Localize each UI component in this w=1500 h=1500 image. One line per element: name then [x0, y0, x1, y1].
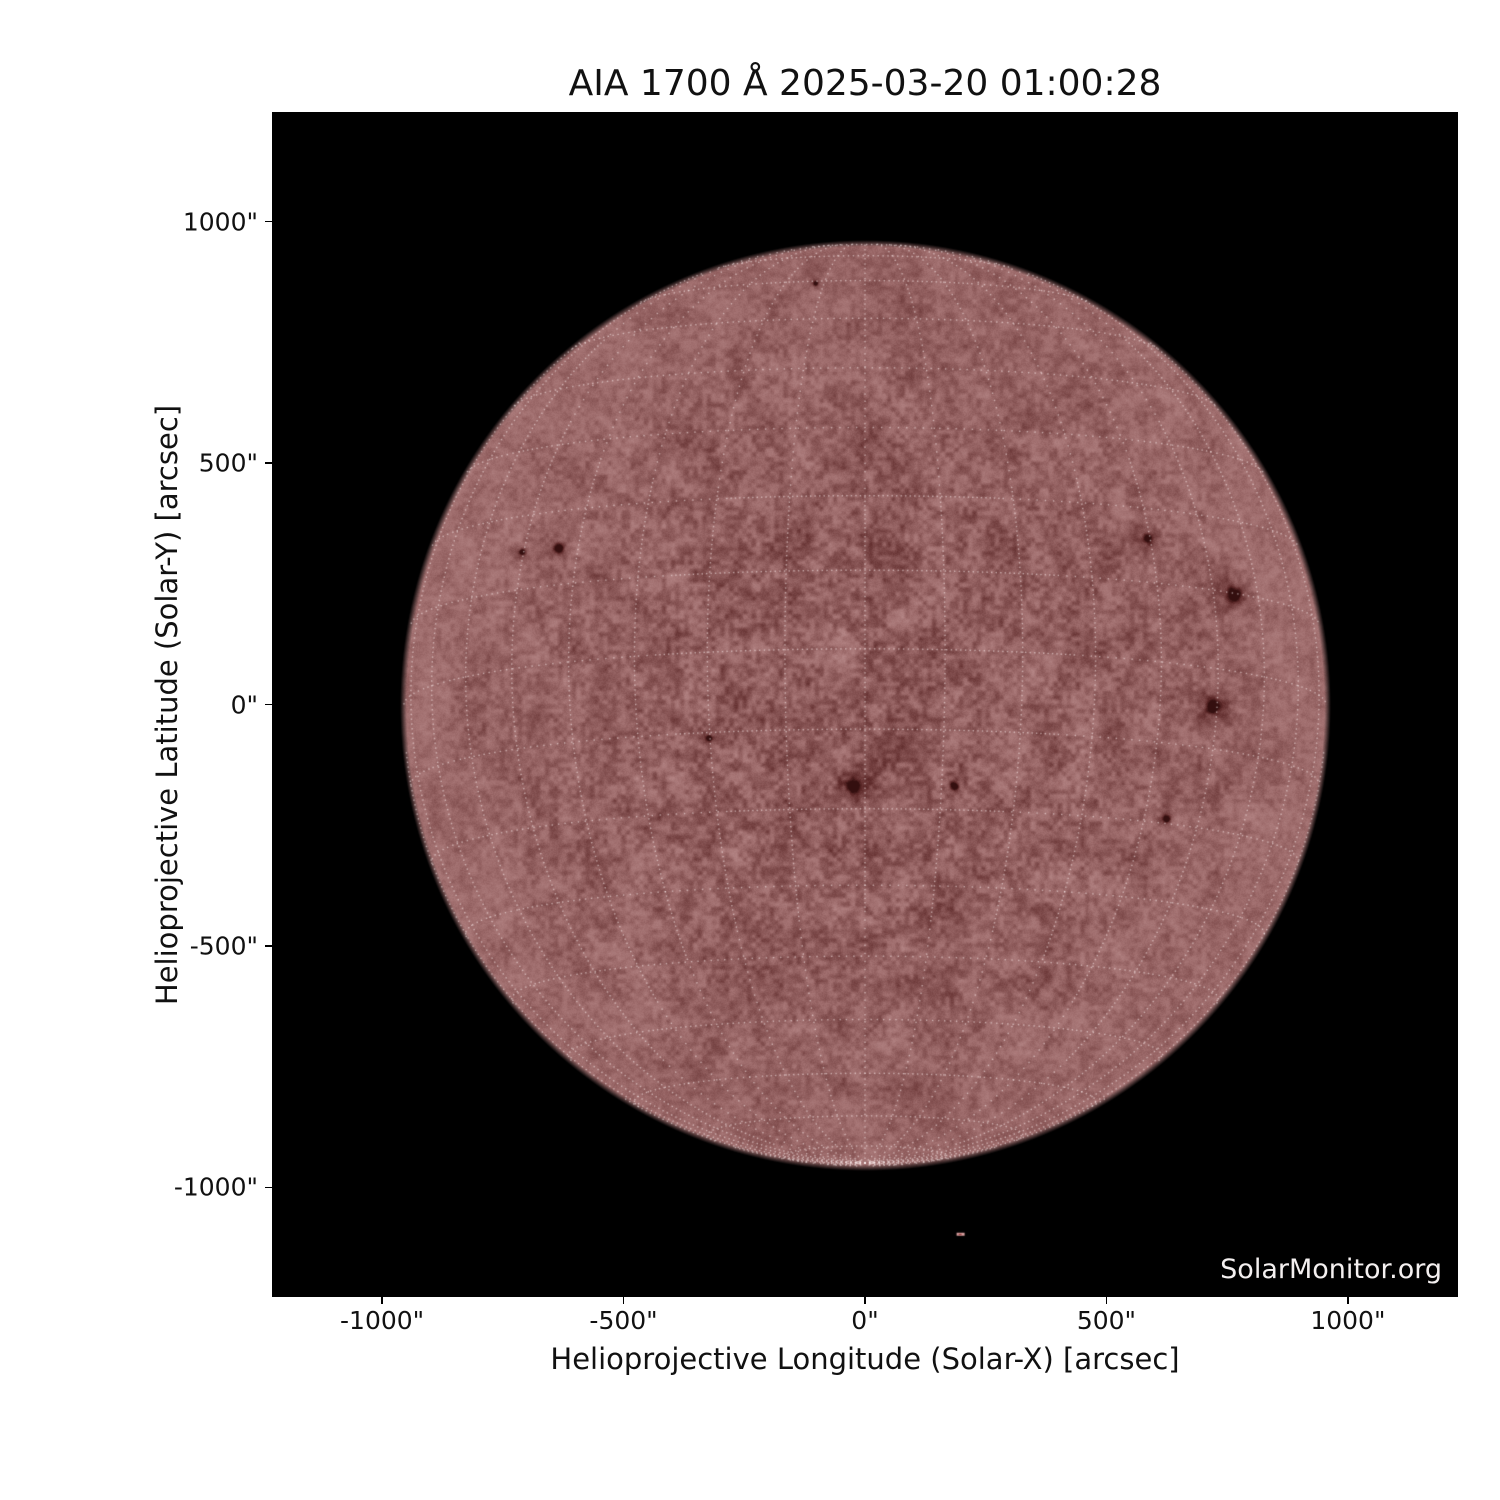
y-tick-label: 500" [198, 448, 258, 478]
y-tick-label: -1000" [173, 1172, 258, 1202]
y-tick-mark [265, 220, 272, 223]
x-tick-label: 1000" [1310, 1306, 1386, 1335]
x-tick-label: -500" [589, 1306, 658, 1335]
y-tick-mark [265, 1186, 272, 1189]
solar-disk-image [272, 112, 1458, 1297]
x-tick-mark [1105, 1297, 1108, 1304]
watermark: SolarMonitor.org [1220, 1254, 1442, 1285]
x-tick-mark [381, 1297, 383, 1304]
y-tick-mark [265, 462, 272, 464]
x-tick-label: -1000" [340, 1306, 425, 1335]
y-tick-label: 0" [230, 690, 258, 719]
x-tick-mark [622, 1297, 625, 1304]
y-tick-mark [265, 945, 272, 947]
y-tick-label: -500" [189, 931, 258, 961]
y-tick-label: 1000" [182, 207, 258, 237]
x-tick-mark [1347, 1297, 1349, 1304]
x-axis-label: Helioprojective Longitude (Solar-X) [arc… [550, 1342, 1180, 1376]
y-tick-mark [265, 703, 272, 706]
x-tick-mark [864, 1297, 866, 1304]
x-tick-label: 0" [851, 1306, 879, 1335]
chart-title: AIA 1700 Å 2025-03-20 01:00:28 [568, 63, 1162, 104]
plot-area: SolarMonitor.org [272, 112, 1458, 1297]
x-tick-label: 500" [1076, 1306, 1137, 1335]
